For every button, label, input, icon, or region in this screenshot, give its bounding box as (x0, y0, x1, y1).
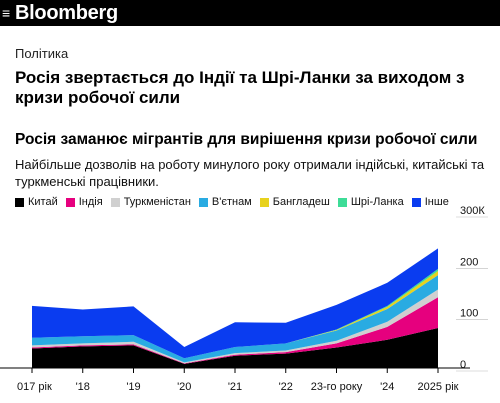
legend-item-sri-lanka: Шрі-Ланка (337, 196, 404, 208)
x-tick-label: 2025 рік (418, 381, 459, 393)
legend-swatch-bangladesh (259, 197, 269, 207)
legend-swatch-china (15, 197, 24, 207)
legend-swatch-india (65, 197, 75, 207)
legend-item-other: Інше (411, 196, 449, 208)
x-tick-label: '18 (76, 381, 90, 393)
area-series-6 (32, 248, 438, 359)
y-tick-label: 200 (460, 256, 478, 268)
x-tick-label: 23-го року (311, 381, 363, 393)
x-tick-label: '21 (228, 381, 242, 393)
x-tick-label: '20 (177, 381, 191, 393)
x-tick-label: '22 (279, 381, 293, 393)
chart-areas (32, 248, 438, 368)
legend-label-china: Китай (28, 196, 58, 208)
y-tick-label: 300К (460, 206, 485, 217)
area-series-0 (32, 328, 438, 368)
legend-label-other: Інше (424, 196, 449, 208)
brand-logo[interactable]: Bloomberg (15, 2, 118, 24)
legend-label-vietnam: В'єтнам (211, 196, 252, 208)
area-series-3 (32, 275, 438, 363)
legend-item-india: Індія (65, 196, 103, 208)
section-label[interactable]: Політика (15, 46, 69, 61)
chart-subtitle: Найбільше дозволів на роботу минулого ро… (15, 157, 485, 189)
stacked-area-chart: 300К 200 100 0 017 рік '18 '19 '20 '21 '22 23-го … (0, 206, 488, 393)
y-tick-label: 100 (460, 308, 478, 320)
x-axis: 017 рік '18 '19 '20 '21 '22 23-го року '24 2025 … (0, 367, 470, 393)
y-tick-label: 0 (460, 359, 466, 371)
article-headline: Росія звертається до Індії та Шрі-Ланки … (15, 68, 465, 107)
legend-item-vietnam: В'єтнам (198, 196, 252, 208)
x-tick-label: 017 рік (17, 381, 52, 393)
chart-legend: Китай Індія Туркменістан В'єтнам Банглад… (15, 196, 457, 208)
legend-label-bangladesh: Бангладеш (272, 196, 330, 208)
legend-item-turkmenistan: Туркменістан (110, 196, 191, 208)
legend-swatch-turkmenistan (110, 197, 120, 207)
legend-item-china: Китай (15, 196, 58, 208)
legend-label-turkmenistan: Туркменістан (123, 196, 191, 208)
top-navigation-bar: ≡ Bloomberg (0, 0, 500, 26)
area-series-1 (32, 297, 438, 364)
legend-label-india: Індія (78, 196, 103, 208)
chart-title: Росія заманює мігрантів для вирішення кр… (15, 131, 478, 148)
legend-swatch-vietnam (198, 197, 208, 207)
legend-swatch-other (411, 197, 421, 207)
y-axis: 300К 200 100 0 (456, 206, 488, 372)
hamburger-menu-icon[interactable]: ≡ (2, 5, 11, 21)
x-tick-label: '19 (126, 381, 140, 393)
x-tick-label: '24 (380, 381, 394, 393)
legend-label-sri-lanka: Шрі-Ланка (350, 196, 404, 208)
legend-swatch-sri-lanka (337, 197, 347, 207)
legend-item-bangladesh: Бангладеш (259, 196, 330, 208)
